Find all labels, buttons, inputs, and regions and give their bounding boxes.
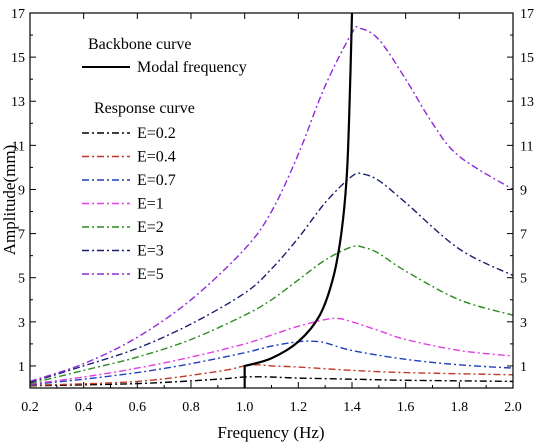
x-tick-label: 1.0 bbox=[236, 400, 254, 415]
y-tick-label: 9 bbox=[18, 183, 25, 198]
x-tick-label: 0.2 bbox=[21, 400, 39, 415]
backbone-curve-line bbox=[243, 13, 354, 388]
series-line-e-5 bbox=[30, 25, 513, 383]
y-tick-label-right: 3 bbox=[520, 316, 527, 331]
legend-label: E=0.4 bbox=[137, 149, 176, 166]
x-tick-label: 0.4 bbox=[75, 400, 93, 415]
x-axis-title: Frequency (Hz) bbox=[217, 423, 324, 442]
plot-frame bbox=[29, 12, 514, 389]
legend-label: E=2 bbox=[137, 219, 164, 236]
series-line-e-0-2 bbox=[30, 376, 513, 387]
y-tick-label-right: 11 bbox=[520, 139, 533, 154]
y-tick-label: 13 bbox=[11, 95, 25, 110]
y-tick-label: 11 bbox=[12, 139, 25, 154]
y-tick-label: 17 bbox=[11, 7, 25, 22]
legend: Backbone curve Modal frequency Response … bbox=[82, 36, 247, 283]
legend-entries: E=0.2 E=0.4 E=0.7 E=1 E=2 E=3 E=5 bbox=[82, 125, 176, 283]
y-tick-label: 7 bbox=[18, 228, 25, 243]
y-axis-title: Amplitude(mm) bbox=[0, 145, 19, 255]
legend-backbone-label: Modal frequency bbox=[137, 59, 247, 76]
x-tick-label: 1.2 bbox=[290, 400, 308, 415]
legend-response-heading: Response curve bbox=[94, 100, 195, 117]
y-tick-label-right: 9 bbox=[520, 183, 527, 198]
series-line-e-1 bbox=[30, 317, 513, 385]
y-tick-label-right: 17 bbox=[520, 7, 534, 22]
legend-label: E=3 bbox=[137, 243, 164, 260]
x-tick-label: 0.8 bbox=[182, 400, 200, 415]
x-tick-label: 1.6 bbox=[397, 400, 415, 415]
legend-label: E=0.2 bbox=[137, 125, 176, 142]
legend-label: E=1 bbox=[137, 196, 164, 213]
y-tick-label-right: 13 bbox=[520, 95, 534, 110]
y-tick-label-right: 7 bbox=[520, 228, 527, 243]
x-tick-label: 1.8 bbox=[451, 400, 469, 415]
y-tick-label: 1 bbox=[18, 360, 25, 375]
y-tick-label-right: 1 bbox=[520, 360, 527, 375]
series-line-e-3 bbox=[30, 172, 513, 384]
legend-backbone-heading: Backbone curve bbox=[88, 36, 192, 53]
y-tick-label-right: 5 bbox=[520, 272, 527, 287]
y-tick-label: 5 bbox=[18, 272, 25, 287]
series-line-e-0-4 bbox=[30, 364, 513, 387]
y-tick-label: 3 bbox=[18, 316, 25, 331]
legend-label: E=0.7 bbox=[137, 172, 176, 189]
x-tick-label: 2.0 bbox=[504, 400, 522, 415]
y-tick-label-right: 15 bbox=[520, 51, 534, 66]
x-tick-label: 0.6 bbox=[129, 400, 147, 415]
y-tick-label: 15 bbox=[11, 51, 25, 66]
series-layer bbox=[30, 13, 513, 388]
series-line-e-2 bbox=[30, 245, 513, 385]
x-tick-label: 1.4 bbox=[343, 400, 361, 415]
legend-label: E=5 bbox=[137, 266, 164, 283]
ticks-layer: 0.2 0.4 0.6 0.8 1.0 1.2 1.4 1.6 1.8 2.01 13 35 57 79 9… bbox=[11, 7, 534, 415]
